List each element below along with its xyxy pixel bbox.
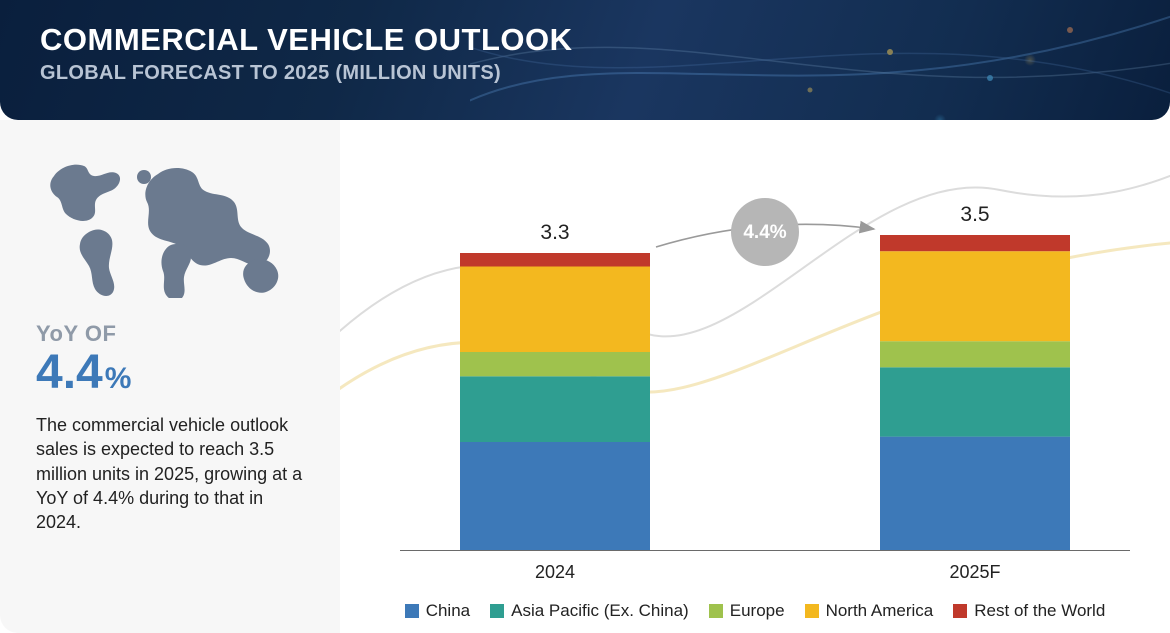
bar-total-label: 3.5	[960, 203, 989, 226]
bar-segment-north-america	[880, 251, 1070, 341]
bar-segment-rest-of-the-world	[880, 235, 1070, 251]
legend-swatch	[490, 604, 504, 618]
chart-legend: China Asia Pacific (Ex. China) Europe North…	[340, 601, 1170, 621]
yoy-label: YoY OF	[36, 321, 312, 347]
yoy-unit: %	[105, 362, 132, 395]
header-title: COMMERCIAL VEHICLE OUTLOOK	[40, 22, 1130, 58]
bar-segment-china	[880, 437, 1070, 550]
bar-segment-north-america	[460, 267, 650, 353]
legend-item: North America	[805, 601, 934, 621]
body-area: YoY OF 4.4% The commercial vehicle outlo…	[0, 120, 1170, 633]
legend-label: Rest of the World	[974, 601, 1105, 621]
growth-badge-text: 4.4%	[743, 222, 786, 243]
bar-segment-asia-pacific-ex-china-	[880, 367, 1070, 436]
description-text: The commercial vehicle outlook sales is …	[36, 413, 306, 534]
legend-label: Europe	[730, 601, 785, 621]
bar-segment-rest-of-the-world	[460, 253, 650, 267]
bar-total-label: 3.3	[540, 221, 569, 244]
stacked-bar-chart: 3.3 2024 3.5 2025F 4.4%	[340, 120, 1170, 633]
infographic-container: COMMERCIAL VEHICLE OUTLOOK GLOBAL FORECA…	[0, 0, 1170, 633]
legend-swatch	[709, 604, 723, 618]
bar-segment-china	[460, 442, 650, 550]
bar-segment-europe	[880, 341, 1070, 367]
header-banner: COMMERCIAL VEHICLE OUTLOOK GLOBAL FORECA…	[0, 0, 1170, 120]
legend-swatch	[405, 604, 419, 618]
header-fiber-art	[470, 0, 1170, 120]
legend-item: Rest of the World	[953, 601, 1105, 621]
bar-segment-asia-pacific-ex-china-	[460, 376, 650, 442]
yoy-number: 4.4	[36, 346, 103, 399]
legend-item: Europe	[709, 601, 785, 621]
legend-item: Asia Pacific (Ex. China)	[490, 601, 689, 621]
category-label: 2025F	[949, 562, 1000, 582]
legend-swatch	[953, 604, 967, 618]
legend-label: Asia Pacific (Ex. China)	[511, 601, 689, 621]
legend-swatch	[805, 604, 819, 618]
left-panel: YoY OF 4.4% The commercial vehicle outlo…	[0, 120, 340, 633]
chart-panel: 3.3 2024 3.5 2025F 4.4% China Asia Pacific (E…	[340, 120, 1170, 633]
category-label: 2024	[535, 562, 575, 582]
header-subtitle: GLOBAL FORECAST TO 2025 (MILLION UNITS)	[40, 62, 1130, 85]
yoy-value: 4.4%	[36, 349, 312, 397]
bar-segment-europe	[460, 352, 650, 376]
world-map-shapes	[50, 165, 278, 298]
legend-label: North America	[826, 601, 934, 621]
world-map-icon	[36, 148, 316, 298]
legend-label: China	[426, 601, 470, 621]
legend-item: China	[405, 601, 470, 621]
